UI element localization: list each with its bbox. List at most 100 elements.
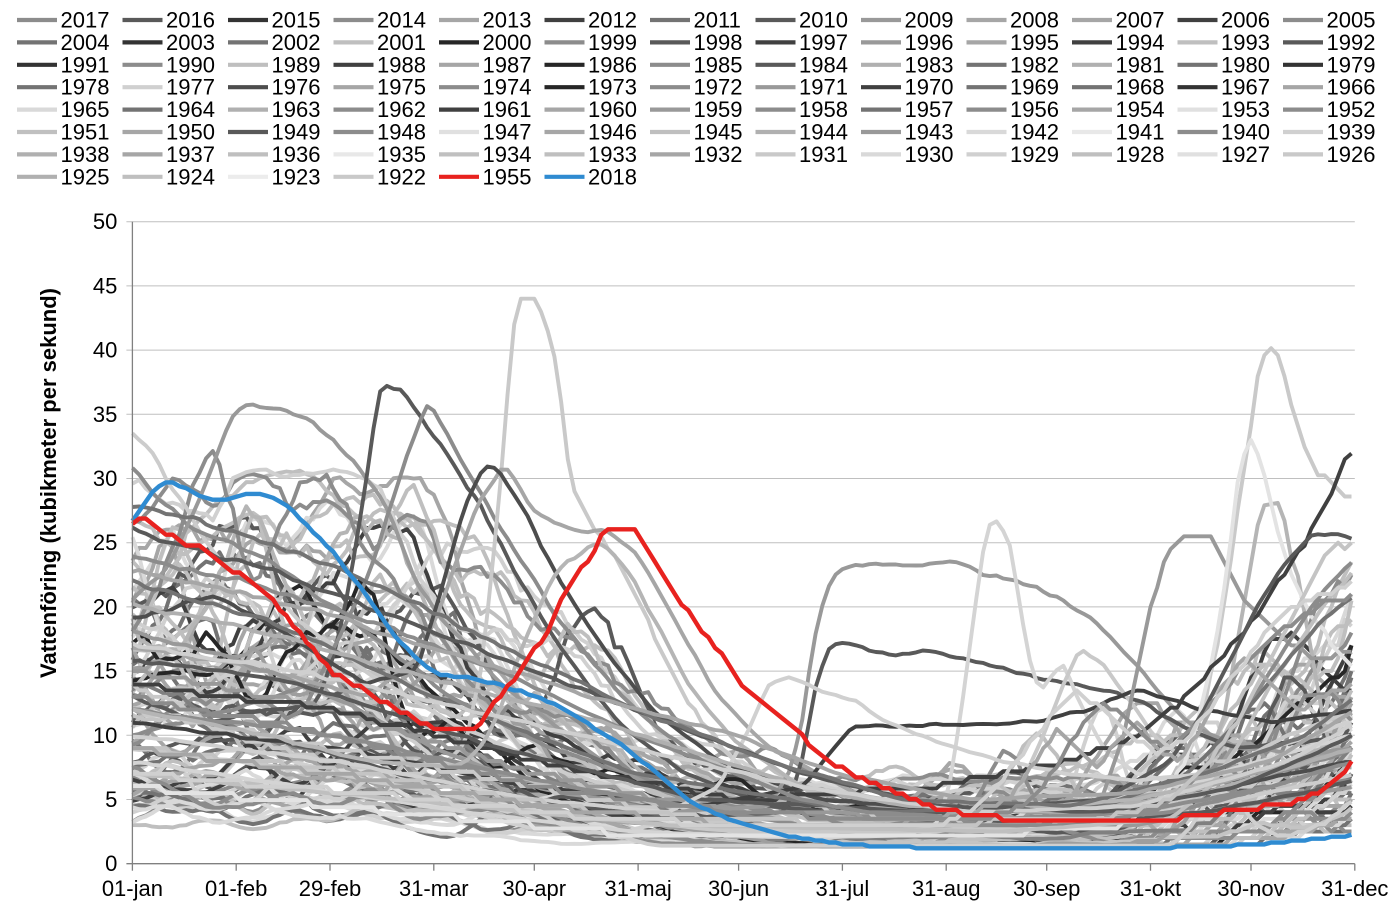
- svg-text:1986: 1986: [588, 52, 637, 77]
- svg-text:1946: 1946: [588, 120, 637, 145]
- svg-text:10: 10: [93, 723, 117, 748]
- svg-text:1966: 1966: [1327, 75, 1376, 100]
- svg-text:1937: 1937: [166, 142, 215, 167]
- svg-text:1960: 1960: [588, 97, 637, 122]
- svg-text:1922: 1922: [377, 164, 426, 189]
- svg-text:1987: 1987: [483, 52, 532, 77]
- svg-text:2010: 2010: [799, 8, 848, 33]
- svg-text:1950: 1950: [166, 120, 215, 145]
- svg-text:2017: 2017: [61, 8, 110, 33]
- svg-text:1923: 1923: [272, 164, 321, 189]
- svg-text:2009: 2009: [905, 8, 954, 33]
- svg-text:1969: 1969: [1010, 75, 1059, 100]
- svg-text:1944: 1944: [799, 120, 848, 145]
- svg-text:1949: 1949: [272, 120, 321, 145]
- svg-text:2000: 2000: [483, 30, 532, 55]
- svg-text:30-sep: 30-sep: [1013, 876, 1080, 901]
- svg-text:1981: 1981: [1116, 52, 1165, 77]
- svg-text:1941: 1941: [1116, 120, 1165, 145]
- svg-text:40: 40: [93, 338, 117, 363]
- svg-text:1965: 1965: [61, 97, 110, 122]
- svg-text:0: 0: [105, 851, 117, 876]
- svg-text:2005: 2005: [1327, 8, 1376, 33]
- svg-text:1962: 1962: [377, 97, 426, 122]
- svg-text:1997: 1997: [799, 30, 848, 55]
- svg-text:1971: 1971: [799, 75, 848, 100]
- svg-text:31-dec: 31-dec: [1321, 876, 1388, 901]
- svg-text:1963: 1963: [272, 97, 321, 122]
- svg-text:1978: 1978: [61, 75, 110, 100]
- svg-text:2014: 2014: [377, 8, 426, 33]
- svg-text:1929: 1929: [1010, 142, 1059, 167]
- svg-text:1961: 1961: [483, 97, 532, 122]
- svg-text:1957: 1957: [905, 97, 954, 122]
- svg-text:20: 20: [93, 594, 117, 619]
- svg-text:1994: 1994: [1116, 30, 1165, 55]
- svg-text:1958: 1958: [799, 97, 848, 122]
- svg-text:1993: 1993: [1221, 30, 1270, 55]
- svg-text:1948: 1948: [377, 120, 426, 145]
- svg-text:01-jan: 01-jan: [102, 876, 163, 901]
- svg-text:1925: 1925: [61, 164, 110, 189]
- svg-text:1934: 1934: [483, 142, 532, 167]
- svg-text:1977: 1977: [166, 75, 215, 100]
- svg-text:1933: 1933: [588, 142, 637, 167]
- svg-text:1970: 1970: [905, 75, 954, 100]
- svg-text:31-jul: 31-jul: [815, 876, 869, 901]
- svg-text:1995: 1995: [1010, 30, 1059, 55]
- svg-text:01-feb: 01-feb: [205, 876, 267, 901]
- svg-text:1976: 1976: [272, 75, 321, 100]
- svg-text:1931: 1931: [799, 142, 848, 167]
- svg-text:1979: 1979: [1327, 52, 1376, 77]
- svg-text:1980: 1980: [1221, 52, 1270, 77]
- svg-text:1959: 1959: [694, 97, 743, 122]
- svg-text:2008: 2008: [1010, 8, 1059, 33]
- svg-text:1942: 1942: [1010, 120, 1059, 145]
- svg-text:1936: 1936: [272, 142, 321, 167]
- svg-text:1954: 1954: [1116, 97, 1165, 122]
- svg-text:1955: 1955: [483, 164, 532, 189]
- svg-text:2018: 2018: [588, 164, 637, 189]
- svg-text:1983: 1983: [905, 52, 954, 77]
- svg-text:1985: 1985: [694, 52, 743, 77]
- svg-text:5: 5: [105, 787, 117, 812]
- svg-text:2004: 2004: [61, 30, 110, 55]
- svg-text:31-mar: 31-mar: [399, 876, 469, 901]
- svg-text:1988: 1988: [377, 52, 426, 77]
- svg-text:31-aug: 31-aug: [912, 876, 981, 901]
- svg-text:1930: 1930: [905, 142, 954, 167]
- svg-text:30: 30: [93, 466, 117, 491]
- svg-text:1964: 1964: [166, 97, 215, 122]
- svg-text:1996: 1996: [905, 30, 954, 55]
- svg-text:2006: 2006: [1221, 8, 1270, 33]
- svg-text:1974: 1974: [483, 75, 532, 100]
- svg-text:1975: 1975: [377, 75, 426, 100]
- svg-text:1999: 1999: [588, 30, 637, 55]
- svg-text:30-nov: 30-nov: [1217, 876, 1284, 901]
- svg-text:1940: 1940: [1221, 120, 1270, 145]
- svg-text:1951: 1951: [61, 120, 110, 145]
- svg-text:1991: 1991: [61, 52, 110, 77]
- svg-text:1938: 1938: [61, 142, 110, 167]
- svg-text:2013: 2013: [483, 8, 532, 33]
- svg-text:1998: 1998: [694, 30, 743, 55]
- svg-text:1924: 1924: [166, 164, 215, 189]
- svg-text:2002: 2002: [272, 30, 321, 55]
- svg-text:1943: 1943: [905, 120, 954, 145]
- svg-text:2003: 2003: [166, 30, 215, 55]
- svg-text:50: 50: [93, 209, 117, 234]
- svg-text:2001: 2001: [377, 30, 426, 55]
- svg-text:25: 25: [93, 530, 117, 555]
- svg-text:29-feb: 29-feb: [299, 876, 361, 901]
- svg-text:1932: 1932: [694, 142, 743, 167]
- svg-text:15: 15: [93, 659, 117, 684]
- svg-text:1992: 1992: [1327, 30, 1376, 55]
- svg-text:45: 45: [93, 273, 117, 298]
- svg-text:1952: 1952: [1327, 97, 1376, 122]
- svg-text:1927: 1927: [1221, 142, 1270, 167]
- svg-text:1968: 1968: [1116, 75, 1165, 100]
- svg-text:1939: 1939: [1327, 120, 1376, 145]
- svg-text:2011: 2011: [694, 8, 741, 33]
- svg-text:1935: 1935: [377, 142, 426, 167]
- svg-text:1990: 1990: [166, 52, 215, 77]
